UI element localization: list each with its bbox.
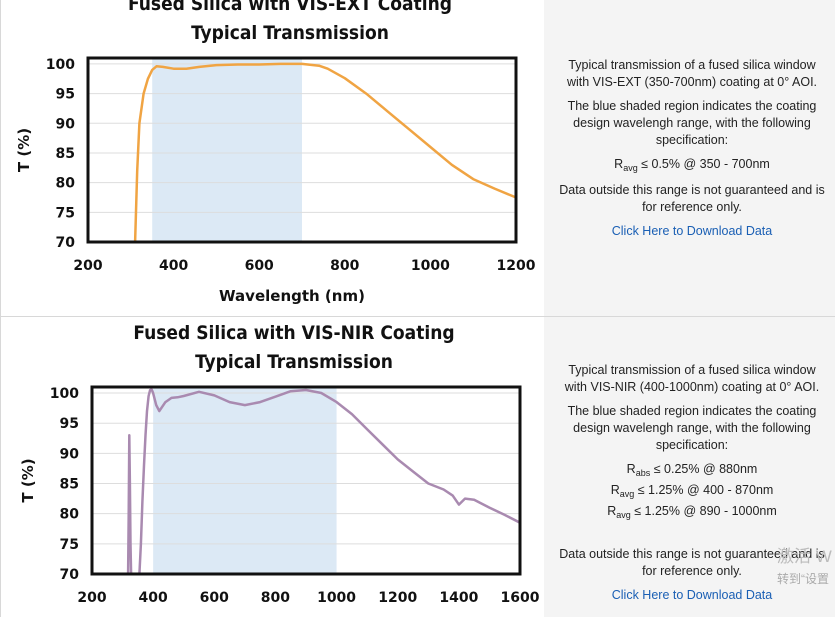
x-axis-label: Wavelength (nm) — [219, 287, 365, 305]
y-axis-label: T (%) — [15, 128, 33, 172]
description-block-vis-nir: Typical transmission of a fused silica w… — [556, 362, 828, 611]
chart-cell-vis-nir: Fused Silica with VIS-NIR Coating Typical… — [0, 317, 545, 617]
x-tick-label: 400 — [139, 590, 168, 606]
series-line-vis-nir — [126, 388, 520, 574]
y-tick-label: 90 — [56, 116, 76, 132]
product-row-vis-nir: Fused Silica with VIS-NIR Coating Typical… — [0, 316, 835, 617]
x-tick-label: 1000 — [411, 258, 450, 274]
spec-list: Rabs ≤ 0.25% @ 880nm Ravg ≤ 1.25% @ 400 … — [556, 461, 828, 524]
x-tick-label: 1000 — [317, 590, 356, 606]
x-tick-label: 1600 — [501, 590, 540, 606]
spec-line: Rabs ≤ 0.25% @ 880nm — [626, 462, 758, 478]
watermark-text: 激活 W — [777, 547, 832, 566]
y-tick-label: 75 — [56, 205, 75, 221]
y-axis-label: T (%) — [19, 458, 37, 502]
y-tick-label: 80 — [56, 176, 76, 192]
plot-frame — [90, 385, 522, 576]
description-cell-vis-nir: Typical transmission of a fused silica w… — [544, 317, 835, 617]
y-tick-label: 80 — [60, 507, 80, 523]
x-tick-label: 800 — [261, 590, 290, 606]
x-tick-label: 400 — [159, 258, 188, 274]
desc-region: The blue shaded region indicates the coa… — [567, 404, 817, 452]
y-tick-label: 90 — [60, 446, 80, 462]
x-tick-label: 800 — [330, 258, 359, 274]
download-data-link[interactable]: Click Here to Download Data — [611, 588, 773, 602]
y-tick-label: 85 — [60, 477, 79, 493]
x-tick-label: 600 — [200, 590, 229, 606]
spec-line: Ravg ≤ 0.5% @ 350 - 700nm — [614, 157, 770, 173]
watermark-subtext: 转到“设置 — [777, 572, 829, 586]
product-row-vis-ext: Fused Silica with VIS-EXT Coating Typical… — [0, 0, 835, 317]
x-tick-label: 200 — [77, 590, 106, 606]
spec-line: Ravg ≤ 1.25% @ 400 - 870nm — [610, 483, 774, 499]
chart-cell-vis-ext: Fused Silica with VIS-EXT Coating Typical… — [0, 0, 545, 317]
chart-title: Fused Silica with VIS-EXT Coating — [128, 0, 452, 15]
y-tick-label: 95 — [56, 87, 75, 103]
coating-design-range — [153, 387, 337, 574]
chart-subtitle: Typical Transmission — [195, 351, 393, 373]
transmission-chart-vis-ext: Fused Silica with VIS-EXT Coating Typical… — [15, 0, 536, 305]
spec-list: Ravg ≤ 0.5% @ 350 - 700nm — [556, 156, 828, 177]
y-tick-label: 95 — [60, 416, 79, 432]
desc-note: Data outside this range is not guarantee… — [559, 183, 825, 214]
desc-region: The blue shaded region indicates the coa… — [567, 99, 817, 147]
chart-title: Fused Silica with VIS-NIR Coating — [133, 322, 454, 344]
download-data-link[interactable]: Click Here to Download Data — [611, 224, 773, 238]
x-tick-label: 200 — [73, 258, 102, 274]
x-tick-label: 1200 — [378, 590, 417, 606]
desc-intro: Typical transmission of a fused silica w… — [566, 58, 818, 89]
chart-subtitle: Typical Transmission — [191, 22, 389, 44]
x-tick-label: 1400 — [439, 590, 478, 606]
x-tick-label: 600 — [245, 258, 274, 274]
spec-line: Ravg ≤ 1.25% @ 890 - 1000nm — [607, 504, 777, 520]
y-tick-label: 100 — [46, 57, 75, 73]
desc-intro: Typical transmission of a fused silica w… — [564, 363, 820, 394]
transmission-chart-vis-nir: Fused Silica with VIS-NIR Coating Typical… — [19, 322, 540, 606]
y-tick-label: 85 — [56, 146, 75, 162]
description-block-vis-ext: Typical transmission of a fused silica w… — [556, 57, 828, 247]
plot-frame — [86, 56, 518, 244]
x-tick-label: 1200 — [497, 258, 536, 274]
y-tick-label: 75 — [60, 537, 79, 553]
coating-design-range — [152, 58, 302, 242]
y-tick-label: 70 — [60, 567, 80, 583]
y-tick-label: 100 — [50, 386, 79, 402]
description-cell-vis-ext: Typical transmission of a fused silica w… — [544, 0, 835, 317]
y-tick-label: 70 — [56, 235, 76, 251]
desc-note: Data outside this range is not guarantee… — [559, 547, 825, 578]
series-line-vis-ext — [133, 62, 516, 242]
